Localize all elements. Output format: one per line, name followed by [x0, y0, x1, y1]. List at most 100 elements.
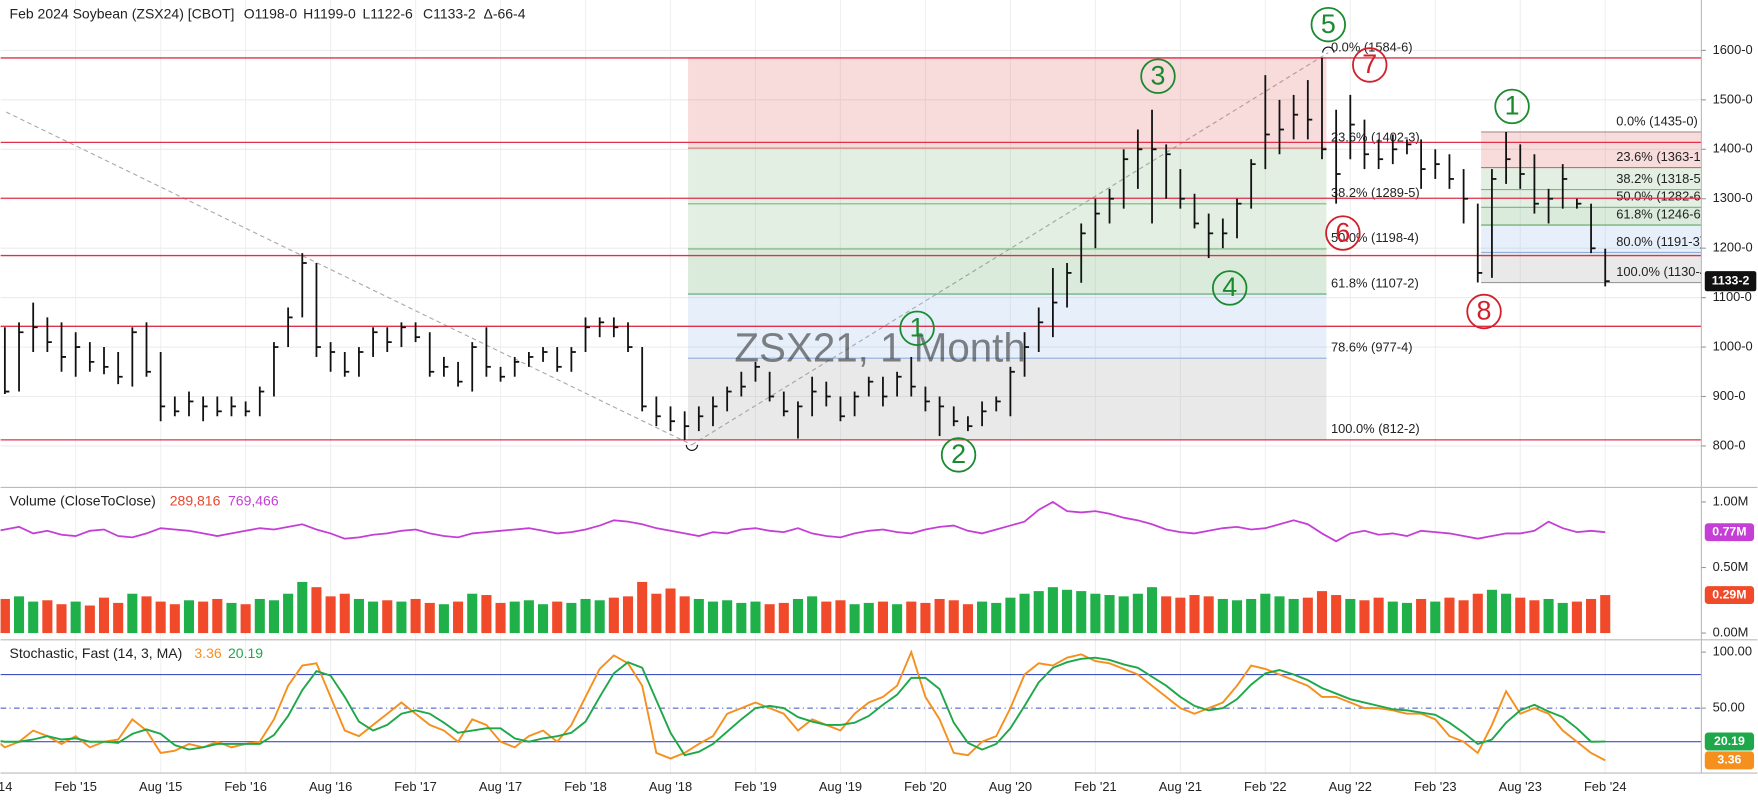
volume-bar — [198, 601, 209, 634]
volume-panel — [0, 500, 1611, 634]
volume-line-last: 769,466 — [228, 493, 279, 509]
last-value-box — [1704, 751, 1755, 770]
volume-bar — [566, 602, 577, 634]
volume-bar — [707, 601, 719, 634]
wave-circle — [1310, 6, 1347, 43]
y-tick-label: 1400-0 — [1713, 141, 1753, 156]
stochastic-title: Stochastic, Fast (14, 3, MA) — [10, 645, 183, 661]
volume-bar — [538, 604, 549, 634]
volume-bar — [1557, 602, 1568, 634]
volume-bar — [28, 601, 39, 634]
fib-label: 61.8% (1107-2) — [1331, 275, 1419, 290]
x-tick-label: Feb '24 — [1584, 779, 1627, 794]
volume-bar — [679, 596, 690, 634]
volume-bar — [1104, 595, 1115, 634]
volume-bar — [155, 601, 166, 634]
volume-bar — [226, 602, 237, 634]
volume-bar — [807, 596, 818, 634]
volume-bar — [1005, 597, 1016, 634]
fib-label: 38.2% (1318-5) — [1616, 171, 1705, 186]
volume-bar — [141, 596, 152, 634]
volume-bar — [1288, 598, 1299, 634]
volume-bar — [509, 601, 520, 634]
y-tick-label: 900-0 — [1713, 388, 1746, 403]
y-tick-label: 1200-0 — [1713, 240, 1753, 255]
volume-bar — [1515, 597, 1526, 634]
wave-circle — [940, 437, 977, 473]
volume-bar — [339, 593, 350, 634]
fib-label: 100.0% (812-2) — [1331, 421, 1420, 436]
volume-bar — [1019, 593, 1030, 634]
volume-title: Volume (CloseToClose) — [10, 493, 156, 509]
fib-band — [688, 57, 1327, 149]
volume-bar — [98, 597, 110, 634]
fib-label: 100.0% (1130-4) — [1616, 264, 1711, 279]
x-tick-label: Feb '17 — [394, 779, 437, 794]
volume-bar — [637, 581, 648, 634]
wave-circle — [1352, 47, 1388, 83]
volume-bar — [1486, 589, 1497, 634]
volume-bar — [1401, 602, 1412, 634]
axes — [0, 0, 1758, 774]
volume-bar — [821, 601, 832, 634]
volume-bar — [396, 601, 407, 634]
volume-bar — [1416, 598, 1427, 634]
volume-bar — [1345, 598, 1356, 634]
last-value-box — [1704, 586, 1755, 605]
stochastic-line — [0, 656, 1606, 757]
wave-label: 8 — [1477, 296, 1492, 326]
volume-bar — [1203, 596, 1214, 634]
stochastic-panel — [0, 649, 1702, 762]
last-value-box — [1704, 732, 1755, 751]
volume-bar — [1260, 593, 1271, 634]
watermark: ZSX21, 1 Month — [734, 324, 1025, 370]
quote-change: Δ-66-4 — [483, 5, 525, 21]
y-tick-label: 1100-0 — [1713, 289, 1752, 304]
volume-bar — [764, 604, 775, 634]
volume-bar — [920, 602, 931, 634]
last-value-label: 20.19 — [1714, 734, 1745, 748]
volume-bar — [1543, 598, 1554, 634]
volume-bar — [1387, 601, 1398, 634]
volume-bar — [1274, 596, 1285, 634]
wave-label: 4 — [1222, 272, 1237, 302]
fib-label: 80.0% (1191-3) — [1616, 234, 1704, 249]
volume-bar — [1472, 593, 1483, 634]
volume-bar — [736, 602, 747, 634]
anchor — [685, 444, 699, 451]
volume-bar — [1302, 597, 1313, 634]
wave-circle — [1140, 58, 1176, 94]
volume-bar — [481, 595, 492, 634]
wave-label: 7 — [1362, 49, 1377, 79]
volume-bar — [268, 600, 279, 634]
volume-bar — [1373, 597, 1384, 634]
price-panel: 0.0% (1584-6) 23.6% (1402-3) 38.2% (1289-5… — [0, 39, 1711, 451]
y-tick-label: 1300-0 — [1713, 190, 1753, 205]
volume-bar — [311, 587, 322, 634]
volume-bar — [1076, 591, 1087, 634]
volume-bar — [962, 604, 973, 634]
volume-bar — [212, 598, 223, 634]
volume-bar — [84, 605, 95, 634]
volume-bar — [580, 598, 591, 634]
volume-line — [0, 500, 1606, 543]
fib-band — [688, 248, 1327, 295]
volume-bar — [325, 596, 336, 634]
volume-bar — [1189, 595, 1200, 634]
y-tick-label: 1.00M — [1713, 493, 1749, 508]
fib-label: 0.0% (1584-6) — [1331, 39, 1413, 54]
volume-bar — [594, 600, 605, 634]
fib-band — [1481, 167, 1702, 190]
wave-circle — [1325, 215, 1361, 251]
wave-label: 6 — [1335, 217, 1350, 247]
volume-bar — [906, 601, 917, 634]
trend-line — [5, 111, 693, 446]
volume-bar — [877, 601, 888, 634]
volume-bar — [1231, 600, 1243, 634]
volume-bar — [1161, 596, 1172, 634]
volume-bar — [693, 598, 704, 634]
last-price-label: 1133-2 — [1712, 273, 1750, 287]
volume-bar — [70, 601, 81, 634]
x-tick-label: Aug '18 — [649, 779, 692, 794]
